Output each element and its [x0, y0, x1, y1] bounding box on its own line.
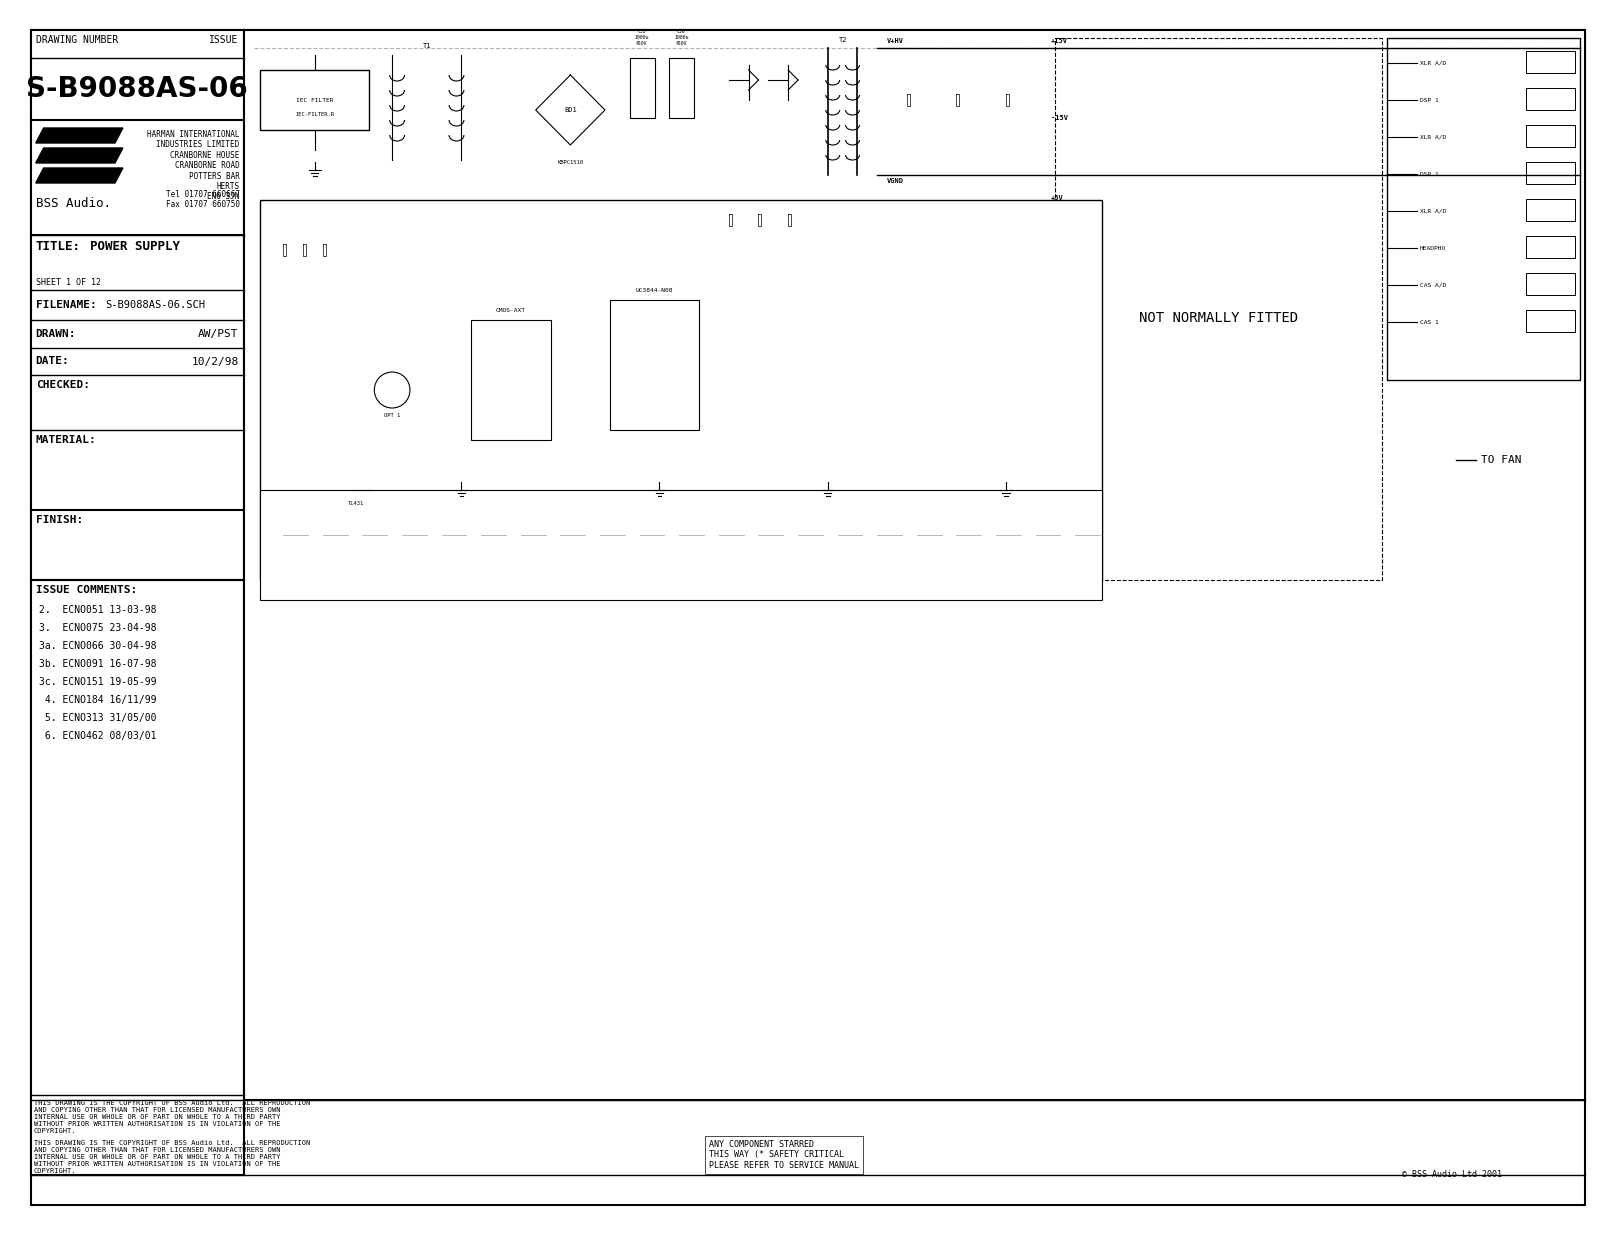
Text: XLR A/D: XLR A/D [1419, 135, 1446, 140]
Text: HEADPHO: HEADPHO [1419, 245, 1446, 251]
Text: +5V: +5V [1051, 195, 1064, 200]
Bar [1526, 162, 1576, 184]
Text: -15V: -15V [1051, 115, 1067, 121]
Text: CHECKED:: CHECKED: [35, 380, 90, 390]
Text: XLR A/D: XLR A/D [1419, 209, 1446, 214]
Text: POWER SUPPLY: POWER SUPPLY [90, 240, 181, 254]
Text: CAS A/D: CAS A/D [1419, 282, 1446, 287]
Text: S-B9088AS-06: S-B9088AS-06 [26, 75, 248, 103]
Text: MATERIAL:: MATERIAL: [35, 435, 96, 445]
Bar [1526, 310, 1576, 332]
Bar [30, 30, 243, 1175]
Text: ISSUE COMMENTS:: ISSUE COMMENTS: [35, 585, 138, 595]
Bar [1526, 199, 1576, 221]
Bar [669, 58, 694, 118]
Text: TITLE:: TITLE: [35, 240, 80, 254]
Bar [610, 301, 699, 430]
Text: DRAWN:: DRAWN: [35, 329, 77, 339]
Text: TO FAN: TO FAN [1482, 455, 1522, 465]
Text: FILENAME:: FILENAME: [35, 301, 96, 310]
Text: XLR A/D: XLR A/D [1419, 61, 1446, 66]
Text: AW/PST: AW/PST [198, 329, 238, 339]
Text: IEC FILTER: IEC FILTER [296, 98, 334, 103]
Text: C35
1000u
450V: C35 1000u 450V [635, 30, 650, 46]
Text: CMOS-AXT: CMOS-AXT [496, 308, 526, 313]
Polygon shape [35, 127, 123, 143]
Text: THIS DRAWING IS THE COPYRIGHT OF BSS Audio Ltd.  ALL REPRODUCTION
AND COPYING OT: THIS DRAWING IS THE COPYRIGHT OF BSS Aud… [34, 1100, 310, 1134]
Bar [630, 58, 654, 118]
Text: DSP 1: DSP 1 [1419, 98, 1438, 103]
Text: HARMAN INTERNATIONAL
INDUSTRIES LIMITED
CRANBORNE HOUSE
CRANBORNE ROAD
POTTERS B: HARMAN INTERNATIONAL INDUSTRIES LIMITED … [147, 130, 240, 202]
Text: 5. ECNO313 31/05/00: 5. ECNO313 31/05/00 [38, 713, 157, 722]
Text: DRAWING NUMBER: DRAWING NUMBER [35, 35, 118, 45]
Bar [472, 320, 550, 440]
Text: NOT NORMALLY FITTED: NOT NORMALLY FITTED [1139, 310, 1298, 325]
Text: © BSS Audio Ltd 2001: © BSS Audio Ltd 2001 [1402, 1170, 1502, 1179]
Circle shape [374, 372, 410, 408]
Bar [1387, 38, 1581, 380]
Text: T2: T2 [838, 37, 846, 43]
Text: BD1: BD1 [563, 106, 576, 113]
Text: 4. ECNO184 16/11/99: 4. ECNO184 16/11/99 [38, 695, 157, 705]
Text: IEC-FILTER.R: IEC-FILTER.R [296, 113, 334, 118]
Text: SHEET 1 OF 12: SHEET 1 OF 12 [35, 278, 101, 287]
Text: UC3844-N08: UC3844-N08 [635, 288, 674, 293]
Bar [1526, 125, 1576, 147]
Text: 3.  ECNO075 23-04-98: 3. ECNO075 23-04-98 [38, 623, 157, 633]
Bar [261, 200, 1102, 580]
Text: ANY COMPONENT STARRED
THIS WAY (* SAFETY CRITICAL
PLEASE REFER TO SERVICE MANUAL: ANY COMPONENT STARRED THIS WAY (* SAFETY… [709, 1141, 859, 1170]
Bar [261, 490, 1102, 600]
Text: BSS Audio.: BSS Audio. [35, 197, 110, 210]
Text: 10/2/98: 10/2/98 [192, 356, 238, 366]
Text: T1: T1 [422, 43, 430, 49]
Text: THIS DRAWING IS THE COPYRIGHT OF BSS Audio Ltd.  ALL REPRODUCTION
AND COPYING OT: THIS DRAWING IS THE COPYRIGHT OF BSS Aud… [34, 1141, 310, 1174]
Bar [1526, 236, 1576, 259]
Text: ISSUE: ISSUE [210, 35, 238, 45]
Bar [261, 71, 370, 130]
Text: C36
1000u
450V: C36 1000u 450V [674, 30, 688, 46]
Text: V+HV: V+HV [886, 38, 904, 45]
Text: 6. ECNO462 08/03/01: 6. ECNO462 08/03/01 [38, 731, 157, 741]
Text: TL431: TL431 [347, 501, 363, 506]
Text: 3a. ECNO066 30-04-98: 3a. ECNO066 30-04-98 [38, 641, 157, 651]
Text: Tel 01707 660667
Fax 01707 660750: Tel 01707 660667 Fax 01707 660750 [166, 190, 240, 209]
Text: FINISH:: FINISH: [35, 515, 83, 524]
Text: DATE:: DATE: [35, 356, 69, 366]
Bar [1526, 51, 1576, 73]
Bar [1526, 273, 1576, 294]
Text: S-B9088AS-06.SCH: S-B9088AS-06.SCH [106, 301, 205, 310]
Polygon shape [35, 148, 123, 163]
Text: KBPC1510: KBPC1510 [557, 160, 584, 165]
Text: 3c. ECNO151 19-05-99: 3c. ECNO151 19-05-99 [38, 677, 157, 687]
Text: 3b. ECNO091 16-07-98: 3b. ECNO091 16-07-98 [38, 659, 157, 669]
Text: +15V: +15V [1051, 38, 1067, 45]
Text: VGND: VGND [886, 178, 904, 184]
Text: 2.  ECNO051 13-03-98: 2. ECNO051 13-03-98 [38, 605, 157, 615]
Text: CAS 1: CAS 1 [1419, 319, 1438, 324]
Bar [243, 30, 1586, 1100]
Bar [1526, 88, 1576, 110]
Bar [1056, 38, 1382, 580]
Polygon shape [35, 168, 123, 183]
Text: OPT 1: OPT 1 [384, 413, 400, 418]
Text: DSP 1: DSP 1 [1419, 172, 1438, 177]
